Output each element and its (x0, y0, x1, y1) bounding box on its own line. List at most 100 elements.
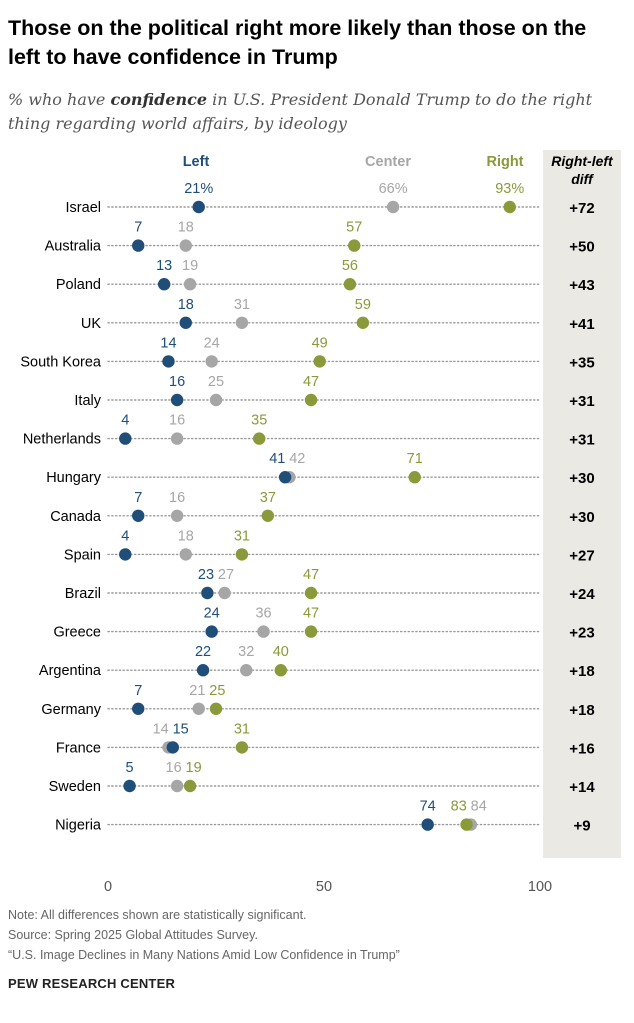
dot-center-uk (235, 316, 249, 329)
dot-right-nigeria (460, 818, 473, 831)
country-label-israel: Israel (66, 200, 101, 216)
value-label-center-poland: 19 (182, 258, 198, 274)
dot-left-france (166, 741, 179, 754)
value-label-center-nigeria: 84 (471, 799, 487, 815)
diff-value-sweden: +14 (569, 779, 595, 796)
x-tick-50: 50 (316, 879, 332, 895)
value-label-center-germany: 21 (189, 683, 205, 699)
value-label-right-poland: 56 (342, 258, 358, 274)
dot-left-greece (205, 625, 218, 638)
country-label-greece: Greece (53, 625, 101, 641)
value-label-right-netherlands: 35 (251, 413, 267, 429)
x-tick-100: 100 (528, 879, 552, 895)
diff-value-australia: +50 (569, 239, 594, 256)
dot-left-israel (192, 200, 205, 214)
dot-center-netherlands (170, 432, 184, 445)
dot-right-brazil (304, 586, 318, 600)
dot-center-greece (257, 625, 270, 638)
country-label-canada: Canada (50, 509, 102, 525)
value-label-center-brazil: 27 (218, 567, 234, 583)
country-label-sweden: Sweden (49, 779, 101, 795)
diff-value-greece: +23 (569, 625, 594, 642)
legend-right: Right (486, 154, 523, 170)
dot-left-brazil (201, 586, 214, 600)
country-label-poland: Poland (56, 277, 101, 293)
dot-right-poland (343, 278, 357, 291)
country-label-australia: Australia (45, 239, 102, 255)
diff-value-netherlands: +31 (569, 432, 594, 449)
dot-right-uk (356, 316, 370, 329)
diff-value-argentina: +18 (569, 663, 594, 680)
country-label-france: France (56, 740, 101, 756)
dot-left-canada (132, 509, 145, 522)
value-label-center-greece: 36 (255, 606, 271, 622)
value-label-left-south-korea: 14 (160, 335, 176, 351)
value-label-center-uk: 31 (234, 297, 250, 313)
value-label-left-netherlands: 4 (121, 413, 129, 429)
value-label-left-hungary: 41 (269, 451, 285, 467)
dot-left-netherlands (119, 432, 132, 445)
footer-note: Note: All differences shown are statisti… (8, 908, 307, 922)
dot-left-south-korea (162, 355, 175, 368)
dot-left-italy (170, 393, 184, 407)
diff-value-spain: +27 (569, 547, 594, 564)
value-label-right-israel: 93% (495, 181, 524, 197)
dot-right-spain (235, 548, 249, 561)
diff-header-line1: Right-left (551, 153, 614, 169)
legend-center: Center (365, 154, 411, 170)
value-label-left-israel: 21% (184, 181, 213, 197)
value-label-left-australia: 7 (134, 220, 142, 236)
country-label-italy: Italy (74, 393, 101, 409)
dot-left-spain (119, 548, 132, 561)
value-label-center-canada: 16 (169, 490, 185, 506)
value-label-center-israel: 66% (379, 181, 408, 197)
dot-right-france (235, 741, 249, 754)
dot-left-nigeria (421, 818, 434, 831)
footer-source: Source: Spring 2025 Global Attitudes Sur… (8, 928, 258, 942)
dot-right-germany (209, 702, 223, 715)
value-label-center-france: 14 (153, 721, 169, 737)
diff-value-south-korea: +35 (569, 354, 594, 371)
chart-title: Those on the political right more likely… (8, 16, 587, 69)
value-label-right-hungary: 71 (407, 451, 423, 467)
value-label-center-hungary: 42 (289, 451, 305, 467)
dot-center-australia (179, 239, 192, 252)
value-label-center-argentina: 32 (238, 644, 254, 660)
value-label-left-greece: 24 (204, 606, 220, 622)
value-label-left-argentina: 22 (195, 644, 211, 660)
dot-right-greece (304, 625, 318, 638)
country-label-netherlands: Netherlands (23, 432, 101, 448)
dot-center-argentina (240, 664, 253, 677)
value-label-right-argentina: 40 (273, 644, 289, 660)
diff-column-background (543, 150, 621, 858)
diff-value-uk: +41 (569, 316, 594, 333)
dot-right-canada (261, 509, 275, 522)
value-label-right-greece: 47 (303, 606, 319, 622)
value-label-center-italy: 25 (208, 374, 224, 390)
dot-center-germany (192, 702, 205, 715)
diff-value-poland: +43 (569, 277, 594, 294)
dot-left-australia (132, 239, 145, 252)
value-label-left-sweden: 5 (126, 760, 134, 776)
value-label-center-sweden: 16 (166, 760, 182, 776)
country-label-nigeria: Nigeria (55, 818, 102, 834)
country-label-south-korea: South Korea (20, 354, 102, 370)
footer-report: “U.S. Image Declines in Many Nations Ami… (8, 948, 400, 962)
dot-left-hungary (278, 471, 292, 484)
value-label-left-brazil: 23 (198, 567, 214, 583)
dot-center-brazil (218, 586, 231, 600)
dot-right-south-korea (313, 355, 326, 368)
dot-right-hungary (408, 471, 421, 484)
dot-center-canada (170, 509, 184, 522)
value-label-center-australia: 18 (178, 220, 194, 236)
dot-right-netherlands (253, 432, 266, 445)
dot-right-israel (503, 200, 516, 214)
value-label-left-germany: 7 (134, 683, 142, 699)
diff-value-italy: +31 (569, 393, 594, 410)
value-label-left-nigeria: 74 (420, 799, 436, 815)
diff-value-france: +16 (569, 740, 594, 757)
value-label-left-canada: 7 (134, 490, 142, 506)
dot-left-sweden (123, 779, 136, 793)
country-label-spain: Spain (64, 547, 101, 563)
dot-center-israel (386, 200, 400, 214)
